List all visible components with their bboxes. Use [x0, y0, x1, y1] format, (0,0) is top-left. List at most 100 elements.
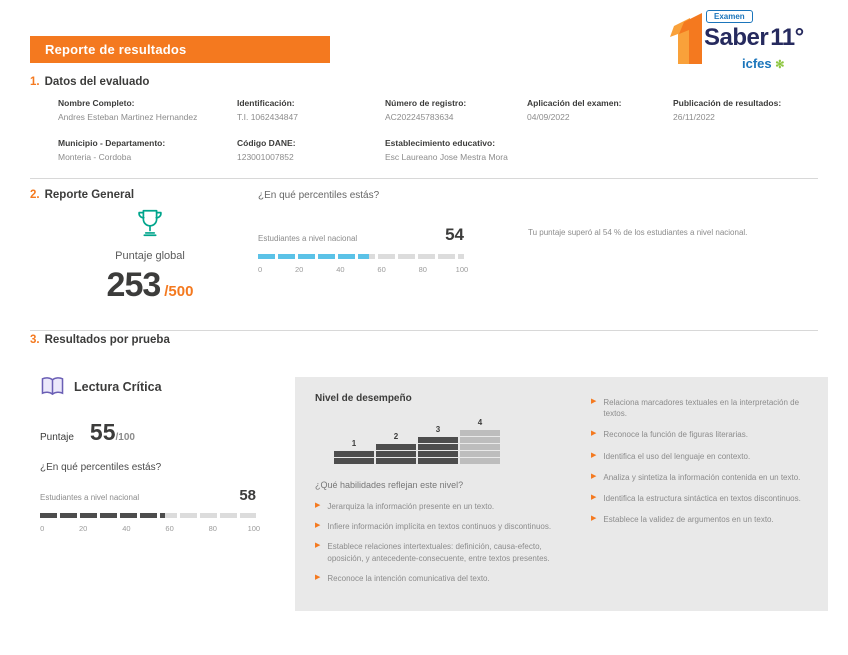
level-segment — [375, 458, 417, 464]
performance-panel-left: Nivel de desempeño 1 2 3 — [315, 393, 563, 597]
level-segment — [459, 430, 501, 436]
skill-text: Reconoce la función de figuras literaria… — [603, 430, 748, 440]
percentile-bar — [40, 513, 256, 518]
global-score-block: Puntaje global 253 /500 — [68, 206, 232, 305]
skills-list-right: ▶ Relaciona marcadores textuales en la i… — [591, 397, 808, 525]
skill-item: ▶ Reconoce la función de figuras literar… — [591, 429, 808, 440]
field-value: 123001007852 — [237, 152, 294, 162]
tick-label: 0 — [40, 524, 45, 533]
level-segment — [417, 458, 459, 464]
skill-item: ▶ Jerarquiza la información presente en … — [315, 501, 563, 512]
field-value: Andres Esteban Martinez Hernandez — [58, 112, 198, 122]
arrow-icon: ▶ — [315, 522, 321, 530]
field-value: Esc Laureano Jose Mestra Mora — [385, 152, 508, 162]
national-label: Estudiantes a nivel nacional — [40, 493, 140, 502]
arrow-icon: ▶ — [591, 451, 597, 459]
section-title: Reporte General — [44, 189, 135, 201]
level-column-1: 1 — [333, 439, 375, 464]
skill-item: ▶ Identifica el uso del lenguaje en cont… — [591, 451, 808, 462]
tick-label: 80 — [418, 265, 427, 274]
field-publicacion: Publicación de resultados: 26/11/2022 — [673, 98, 826, 122]
field-establecimiento: Establecimiento educativo: Esc Laureano … — [385, 138, 527, 162]
skills-list-left: ▶ Jerarquiza la información presente en … — [315, 501, 563, 584]
arrow-icon: ▶ — [591, 493, 597, 501]
subject-score-value: 55 — [89, 419, 116, 445]
tick-label: 60 — [377, 265, 386, 274]
saber-wordmark: Saber11° — [704, 24, 804, 52]
level-segment — [417, 444, 459, 450]
global-score-max: /500 — [164, 283, 194, 300]
tick-label: 20 — [79, 524, 88, 533]
lectura-critica-block: Lectura Crítica Puntaje 55/100 ¿En qué p… — [40, 376, 260, 534]
level-column-2: 2 — [375, 432, 417, 464]
nivel-desempeno-title: Nivel de desempeño — [315, 393, 412, 404]
skill-text: Analiza y sintetiza la información conte… — [603, 472, 801, 482]
level-column-3: 3 — [417, 425, 459, 464]
field-value: Monteria - Cordoba — [58, 152, 132, 162]
level-segment — [375, 451, 417, 457]
level-label: 3 — [435, 425, 441, 434]
skill-text: Identifica el uso del lenguaje en contex… — [603, 451, 751, 461]
performance-panel-right: ▶ Relaciona marcadores textuales en la i… — [591, 393, 808, 597]
arrow-icon: ▶ — [591, 398, 597, 405]
arrow-icon: ▶ — [591, 515, 597, 523]
axis-ticks: 0 20 40 60 80 100 — [40, 524, 260, 534]
performance-panel: Nivel de desempeño 1 2 3 — [295, 377, 828, 611]
skill-item: ▶ Establece relaciones intertextuales: d… — [315, 541, 563, 563]
field-label: Establecimiento educativo: — [385, 138, 496, 148]
divider — [30, 330, 818, 331]
national-percentile-block: ¿En qué percentiles estás? Estudiantes a… — [258, 190, 468, 275]
arrow-icon: ▶ — [315, 502, 321, 509]
field-dane: Código DANE: 123001007852 — [237, 138, 385, 162]
tick-label: 80 — [208, 524, 217, 533]
tick-label: 40 — [122, 524, 131, 533]
skill-text: Relaciona marcadores textuales en la int… — [603, 398, 800, 419]
score-note: Tu puntaje superó al 54 % de los estudia… — [528, 228, 748, 237]
arrow-icon: ▶ — [315, 542, 321, 550]
percentile-row: Estudiantes a nivel nacional 54 — [258, 225, 464, 245]
skill-text: Establece relaciones intertextuales: def… — [327, 542, 550, 563]
saber-text: Saber — [704, 24, 769, 51]
field-value: 04/09/2022 — [527, 112, 570, 122]
level-segment — [417, 437, 459, 443]
percentile-question: ¿En qué percentiles estás? — [40, 462, 162, 473]
student-data-grid: Nombre Completo: Andres Esteban Martinez… — [58, 98, 826, 162]
examen-label: Examen — [706, 10, 753, 23]
percentile-question: ¿En qué percentiles estás? — [258, 190, 380, 201]
skill-item: ▶ Identifica la estructura sintáctica en… — [591, 493, 808, 504]
percentile-value: 54 — [445, 225, 464, 244]
icfes-wordmark: icfes ✻ — [742, 56, 784, 71]
field-registro: Número de registro: AC202245783634 — [385, 98, 527, 122]
trophy-icon — [138, 209, 162, 237]
level-segment — [333, 458, 375, 464]
field-label: Nombre Completo: — [58, 98, 135, 108]
global-score-row: 253 /500 — [68, 266, 232, 305]
tick-label: 20 — [295, 265, 304, 274]
percentile-bar-fill — [40, 513, 166, 518]
book-icon — [41, 377, 64, 396]
skill-text: Jerarquiza la información presente en un… — [327, 502, 495, 511]
field-value: T.I. 1062434847 — [237, 112, 298, 122]
skill-text: Infiere información implícita en textos … — [327, 522, 552, 532]
header-bar: Reporte de resultados — [30, 36, 330, 63]
puntaje-global-label: Puntaje global — [115, 250, 185, 262]
arrow-icon: ▶ — [315, 573, 321, 581]
section-number: 3. — [30, 334, 40, 346]
arrow-icon: ▶ — [591, 430, 597, 438]
icfes-flower-icon: ✻ — [775, 59, 785, 71]
field-label: Código DANE: — [237, 138, 296, 148]
tick-label: 100 — [247, 524, 261, 533]
percentile-bar-fill — [258, 254, 370, 259]
section-pruebas-heading: 3. Resultados por prueba — [30, 334, 170, 346]
field-identificacion: Identificación: T.I. 1062434847 — [237, 98, 385, 122]
skill-item: ▶ Relaciona marcadores textuales en la i… — [591, 397, 808, 419]
section-title: Resultados por prueba — [44, 334, 170, 346]
saber11-logo: Examen Saber11° icfes ✻ — [664, 8, 828, 82]
level-segment — [375, 444, 417, 450]
field-value: AC202245783634 — [385, 112, 454, 122]
level-segment — [459, 458, 501, 464]
percentile-row: Estudiantes a nivel nacional 58 — [40, 487, 256, 504]
axis-ticks: 0 20 40 60 80 100 — [258, 265, 468, 275]
icfes-text: icfes — [742, 56, 772, 71]
section-number: 2. — [30, 189, 40, 201]
